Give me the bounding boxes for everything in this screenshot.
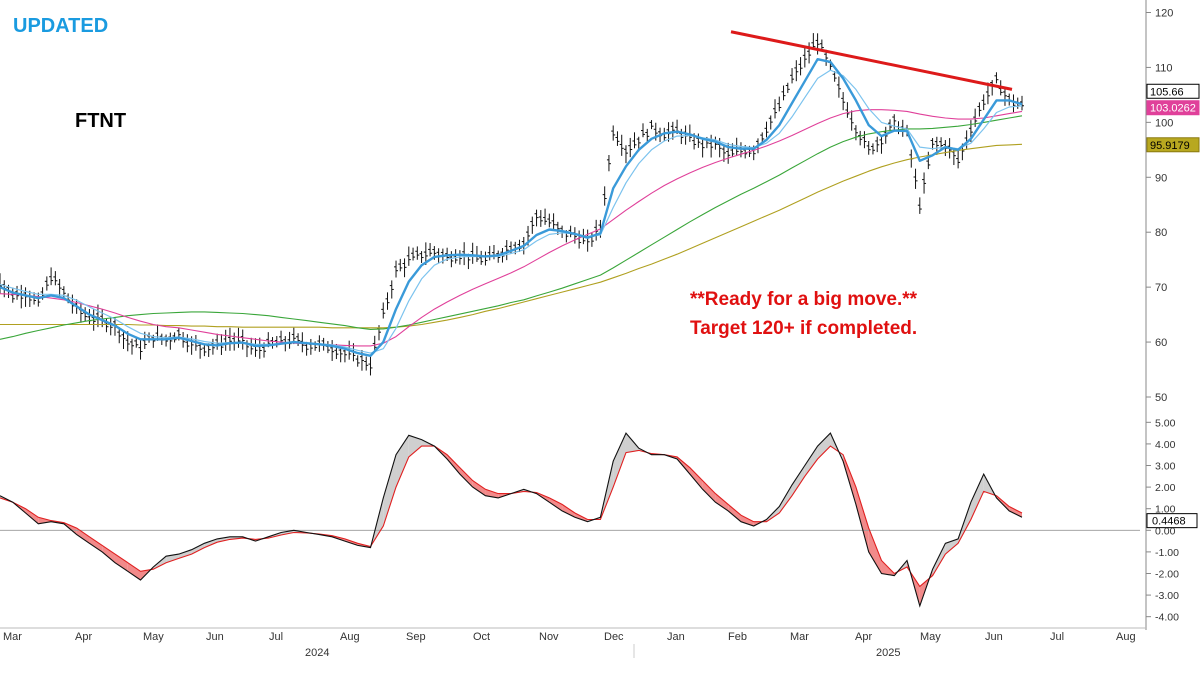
x-tick-label: Mar <box>3 631 22 643</box>
osc-value-box <box>1146 513 1198 529</box>
x-tick-label: Feb <box>728 631 747 643</box>
oscillator-fill <box>702 480 716 503</box>
price-label-box <box>1146 100 1200 116</box>
osc-tick-label: -1.00 <box>1155 547 1179 559</box>
axes: 12011010090807060505.004.003.002.001.000… <box>0 0 1200 659</box>
oscillator-fill <box>728 504 741 522</box>
y-tick-label: 80 <box>1155 227 1167 239</box>
oscillator-fills <box>0 433 1022 606</box>
series-oscillator <box>0 432 1023 608</box>
osc-tick-label: 5.00 <box>1155 417 1176 429</box>
osc-tick-label: 0.00 <box>1155 525 1176 537</box>
price-label: 95.9179 <box>1150 140 1190 152</box>
oscillator-fill <box>204 538 218 548</box>
oscillator-fill <box>817 433 831 460</box>
oscillator-fill <box>562 504 575 518</box>
annotation-line-2: Target 120+ if completed. <box>690 318 917 339</box>
oscillator-fill <box>191 543 205 555</box>
osc-tick-label: 2.00 <box>1155 482 1176 494</box>
oscillator-fill <box>932 543 946 576</box>
osc-tick-label: 4.00 <box>1155 439 1176 451</box>
y-tick-label: 120 <box>1155 7 1173 19</box>
osc-tick-label: 1.00 <box>1155 504 1176 516</box>
x-tick-label: Jul <box>1050 631 1064 643</box>
oscillator-fill <box>613 433 626 488</box>
series-ma-100 <box>0 115 1023 340</box>
oscillator-fill <box>396 435 409 488</box>
annotation-line-1: **Ready for a big move.** <box>690 289 918 310</box>
price-label-box <box>1146 137 1200 153</box>
osc-tick-label: -3.00 <box>1155 590 1179 602</box>
trendline <box>730 30 1013 91</box>
x-tick-label: Jun <box>985 631 1003 643</box>
oscillator-fill <box>779 484 793 514</box>
oscillator-fill <box>76 528 90 544</box>
series-ma-50 <box>0 109 1023 347</box>
oscillator-fill <box>689 467 703 490</box>
price-panel <box>0 30 1024 376</box>
oscillator-fill <box>89 536 103 552</box>
y-tick-label: 50 <box>1155 392 1167 404</box>
osc-value-label: 0.4468 <box>1152 516 1186 528</box>
x-tick-label: May <box>920 631 941 643</box>
x-year-label: 2024 <box>305 647 329 659</box>
oscillator-panel <box>0 432 1140 608</box>
oscillator-fill <box>383 454 397 526</box>
x-tick-label: Oct <box>473 631 490 643</box>
oscillator-fill <box>114 554 128 572</box>
oscillator-fill <box>868 528 882 574</box>
x-tick-label: Dec <box>604 631 624 643</box>
x-tick-label: Nov <box>539 631 559 643</box>
y-tick-label: 100 <box>1155 117 1173 129</box>
series-signal <box>0 445 1023 588</box>
x-tick-label: Jun <box>206 631 224 643</box>
oscillator-fill <box>804 446 818 477</box>
x-tick-label: Aug <box>1116 631 1136 643</box>
y-tick-label: 60 <box>1155 337 1167 349</box>
price-label: 105.66 <box>1150 86 1184 98</box>
series-ma-200 <box>0 143 1023 329</box>
y-tick-label: 110 <box>1155 62 1173 74</box>
oscillator-fill <box>715 493 729 511</box>
oscillator-fill <box>408 435 422 457</box>
price-label: 103.0262 <box>1150 103 1196 115</box>
oscillator-fill <box>549 497 563 511</box>
x-tick-label: Aug <box>340 631 360 643</box>
x-tick-label: Jan <box>667 631 685 643</box>
oscillator-fill <box>459 467 473 488</box>
oscillator-fill <box>38 517 52 524</box>
y-tick-label: 70 <box>1155 282 1167 294</box>
oscillator-fill <box>217 536 230 543</box>
oscillator-fill <box>740 515 754 526</box>
oscillator-fill <box>102 545 115 563</box>
oscillator-fill <box>625 433 639 453</box>
oscillator-fill <box>855 487 869 552</box>
osc-tick-label: -4.00 <box>1155 612 1179 624</box>
x-year-label: 2025 <box>876 647 900 659</box>
osc-tick-label: 3.00 <box>1155 461 1176 473</box>
oscillator-fill <box>447 454 460 475</box>
x-tick-label: May <box>143 631 164 643</box>
oscillator-fill <box>25 508 39 524</box>
series-ma-slow <box>0 69 1023 354</box>
oscillator-fill <box>127 562 141 580</box>
y-tick-label: 90 <box>1155 172 1167 184</box>
x-tick-label: Mar <box>790 631 809 643</box>
oscillator-fill <box>472 480 486 496</box>
ticker-symbol: FTNT <box>75 110 126 132</box>
x-tick-label: Apr <box>855 631 872 643</box>
price-label-box <box>1146 83 1200 99</box>
oscillator-fill <box>792 465 805 496</box>
x-tick-label: Apr <box>75 631 92 643</box>
series-ma-fast <box>0 58 1023 357</box>
oscillator-fill <box>1009 506 1022 518</box>
x-tick-label: Jul <box>269 631 283 643</box>
updated-badge: UPDATED <box>13 15 108 37</box>
oscillator-fill <box>970 474 984 520</box>
x-tick-label: Sep <box>406 631 426 643</box>
oscillator-fill <box>178 549 192 559</box>
osc-tick-label: -2.00 <box>1155 568 1179 580</box>
